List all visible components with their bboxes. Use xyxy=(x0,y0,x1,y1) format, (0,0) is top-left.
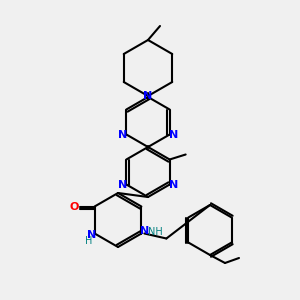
Text: H: H xyxy=(85,236,92,247)
Text: O: O xyxy=(70,202,79,212)
Text: NH: NH xyxy=(148,227,163,237)
Text: N: N xyxy=(87,230,96,241)
Text: N: N xyxy=(118,130,127,140)
Text: N: N xyxy=(118,179,127,190)
Text: N: N xyxy=(169,130,178,140)
Text: N: N xyxy=(169,179,178,190)
Text: N: N xyxy=(140,226,149,236)
Text: N: N xyxy=(143,91,153,101)
